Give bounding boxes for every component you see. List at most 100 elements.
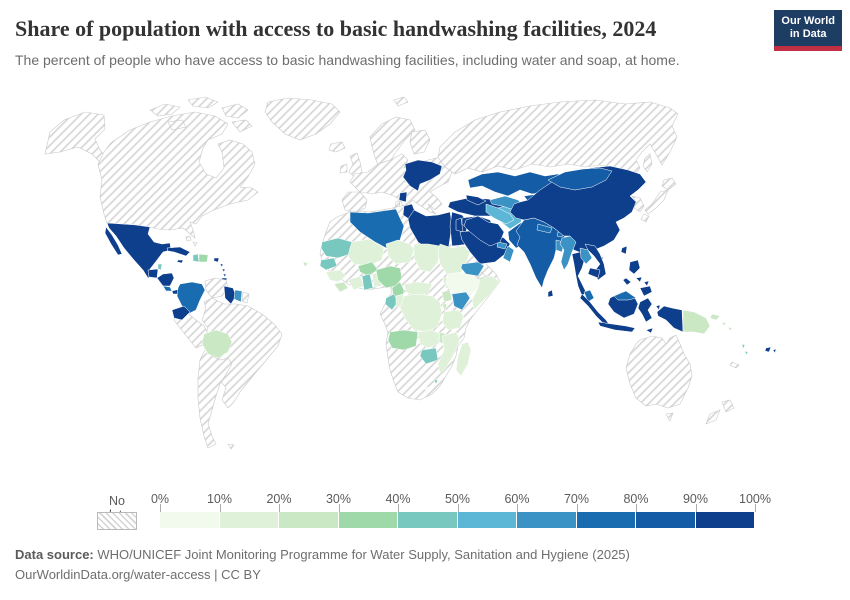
country-suriname[interactable]: Suriname bbox=[233, 289, 243, 303]
country-canada_usa[interactable]: Canada and United States bbox=[97, 111, 259, 239]
country-mexico[interactable]: Mexico bbox=[104, 222, 172, 279]
country-puerto_rico[interactable]: Puerto Rico bbox=[213, 257, 220, 263]
country-libya[interactable]: Libya bbox=[407, 209, 453, 253]
country-honduras_nicaragua[interactable]: Honduras and Nicaragua bbox=[156, 272, 175, 287]
country-australia[interactable]: Australia bbox=[625, 334, 693, 409]
country-turkmenistan[interactable]: Turkmenistan bbox=[485, 203, 515, 225]
country-cuba[interactable]: Cuba bbox=[166, 246, 191, 257]
country-finland[interactable]: Finland bbox=[409, 129, 431, 155]
country-russia[interactable]: Russia bbox=[437, 99, 679, 177]
country-timor[interactable]: Timor bbox=[645, 327, 654, 334]
country-alaska[interactable]: United States (Alaska) bbox=[44, 111, 111, 167]
country-gabon[interactable]: Gabon bbox=[384, 293, 399, 311]
legend-segment-30-40%[interactable] bbox=[338, 512, 398, 528]
country-falklands[interactable]: Falkland Islands bbox=[227, 443, 235, 450]
country-ireland[interactable]: Ireland bbox=[339, 163, 348, 174]
country-china[interactable]: China bbox=[509, 165, 647, 255]
country-jamaica[interactable]: Jamaica bbox=[176, 259, 184, 264]
country-guyana[interactable]: Guyana bbox=[223, 285, 237, 305]
country-madagascar[interactable]: Madagascar bbox=[455, 341, 472, 377]
country-haiti[interactable]: Haiti bbox=[192, 253, 200, 263]
country-java[interactable]: Indonesia (Java) bbox=[597, 321, 636, 333]
country-tanzania[interactable]: Tanzania bbox=[441, 309, 465, 331]
country-uganda[interactable]: Uganda bbox=[441, 289, 453, 303]
country-ecuador[interactable]: Ecuador bbox=[171, 305, 191, 321]
country-taiwan[interactable]: Taiwan bbox=[620, 245, 628, 255]
country-guinea[interactable]: Guinea bbox=[325, 269, 347, 283]
country-ghana[interactable]: Ghana bbox=[361, 273, 374, 291]
country-oman[interactable]: Oman bbox=[502, 245, 515, 263]
legend-segment-70-80%[interactable] bbox=[576, 512, 636, 528]
country-sri_lanka[interactable]: Sri Lanka bbox=[547, 289, 554, 298]
country-vietnam[interactable]: Vietnam bbox=[584, 243, 607, 281]
country-algeria[interactable]: Algeria bbox=[349, 208, 405, 251]
country-bahamas[interactable]: Bahamas bbox=[185, 235, 198, 247]
country-somalia[interactable]: Somalia bbox=[471, 275, 501, 311]
country-sulawesi[interactable]: Indonesia (Sulawesi) bbox=[637, 297, 653, 323]
country-iran[interactable]: Iran bbox=[463, 215, 505, 247]
country-iceland[interactable]: Iceland bbox=[328, 141, 346, 153]
country-nigeria[interactable]: Nigeria bbox=[375, 265, 403, 289]
country-philippines[interactable]: Philippines bbox=[622, 259, 653, 297]
country-central_african_republic[interactable]: Central African Republic bbox=[403, 281, 433, 297]
country-greenland[interactable]: Greenland bbox=[264, 97, 341, 141]
country-zambia[interactable]: Zambia bbox=[417, 329, 441, 349]
country-cape_verde[interactable]: Cape Verde bbox=[302, 261, 309, 268]
country-papua_new_guinea[interactable]: Papua New Guinea bbox=[682, 309, 711, 335]
country-sumatra[interactable]: Indonesia (Sumatra) bbox=[579, 293, 611, 327]
country-fiji[interactable]: Fiji bbox=[764, 346, 777, 354]
country-serbia[interactable]: Serbia bbox=[398, 191, 408, 203]
country-burkina_faso[interactable]: Burkina Faso bbox=[357, 261, 379, 277]
country-drc[interactable]: Democratic Republic of Congo bbox=[399, 293, 443, 333]
country-eswatini[interactable]: Eswatini bbox=[433, 379, 439, 385]
url-line[interactable]: OurWorldinData.org/water-access | CC BY bbox=[15, 567, 261, 582]
legend-segment-10-20%[interactable] bbox=[219, 512, 279, 528]
legend-segment-20-30%[interactable] bbox=[279, 512, 339, 528]
country-myanmar[interactable]: Myanmar bbox=[559, 235, 577, 271]
country-korea[interactable]: Korea bbox=[631, 195, 645, 213]
country-guatemala[interactable]: Guatemala bbox=[147, 268, 159, 279]
country-arctic_islands[interactable]: Canadian Arctic Islands bbox=[149, 96, 253, 133]
country-zimbabwe[interactable]: Zimbabwe bbox=[419, 347, 439, 365]
legend-segment-80-90%[interactable] bbox=[636, 512, 696, 528]
country-svalbard[interactable]: Svalbard bbox=[393, 96, 409, 107]
no-data-swatch[interactable] bbox=[97, 512, 137, 530]
country-sierra_leone_liberia[interactable]: Sierra Leone and Liberia bbox=[333, 281, 349, 293]
country-french_guiana[interactable]: French Guiana bbox=[241, 291, 250, 304]
country-senegal[interactable]: Senegal bbox=[319, 257, 338, 271]
country-lesotho[interactable]: Lesotho bbox=[423, 386, 430, 393]
country-lesser_antilles[interactable]: Lesser Antilles bbox=[219, 263, 227, 278]
country-west_papua[interactable]: Indonesia (Papua) bbox=[656, 305, 684, 333]
country-kenya[interactable]: Kenya bbox=[451, 291, 471, 311]
owid-logo[interactable]: Our World in Data bbox=[774, 10, 842, 51]
country-uae[interactable]: United Arab Emirates bbox=[496, 241, 508, 250]
country-niger[interactable]: Niger bbox=[385, 239, 415, 265]
country-ukraine[interactable]: Ukraine bbox=[402, 159, 443, 192]
country-mozambique[interactable]: Mozambique bbox=[437, 331, 461, 375]
country-sakhalin[interactable]: Sakhalin bbox=[642, 153, 653, 173]
country-new_caledonia[interactable]: New Caledonia bbox=[729, 361, 740, 369]
country-belize[interactable]: Belize bbox=[157, 263, 163, 271]
country-new_zealand[interactable]: New Zealand bbox=[705, 399, 735, 425]
country-solomon_islands[interactable]: Solomon Islands bbox=[721, 321, 733, 332]
country-new_britain[interactable]: New Britain bbox=[709, 313, 721, 321]
legend-segment-0-10%[interactable] bbox=[160, 512, 220, 528]
legend-segment-50-60%[interactable] bbox=[457, 512, 517, 528]
country-cambodia[interactable]: Cambodia bbox=[587, 267, 601, 279]
country-laos[interactable]: Laos bbox=[579, 247, 593, 265]
country-dominican_republic[interactable]: Dominican Republic bbox=[198, 253, 209, 263]
country-costa_rica[interactable]: Costa Rica bbox=[162, 285, 173, 292]
country-chad[interactable]: Chad bbox=[413, 243, 441, 273]
country-rwanda_burundi[interactable]: Rwanda and Burundi bbox=[441, 303, 448, 312]
country-japan[interactable]: Japan bbox=[640, 177, 677, 223]
country-vanuatu[interactable]: Vanuatu bbox=[741, 343, 749, 356]
country-yemen[interactable]: Yemen bbox=[460, 261, 485, 277]
country-mauritania[interactable]: Mauritania bbox=[320, 237, 353, 259]
country-tasmania[interactable]: Tasmania bbox=[665, 412, 674, 422]
legend-segment-40-50%[interactable] bbox=[398, 512, 458, 528]
country-caucasus[interactable]: Georgia, Armenia and Azerbaijan bbox=[465, 194, 487, 206]
country-bolivia[interactable]: Bolivia bbox=[201, 329, 233, 359]
country-angola[interactable]: Angola bbox=[387, 329, 419, 351]
country-southern_cone[interactable]: Argentina, Chile, Paraguay and Uruguay bbox=[197, 347, 233, 449]
country-scandinavia[interactable]: Norway and Sweden bbox=[369, 116, 416, 171]
